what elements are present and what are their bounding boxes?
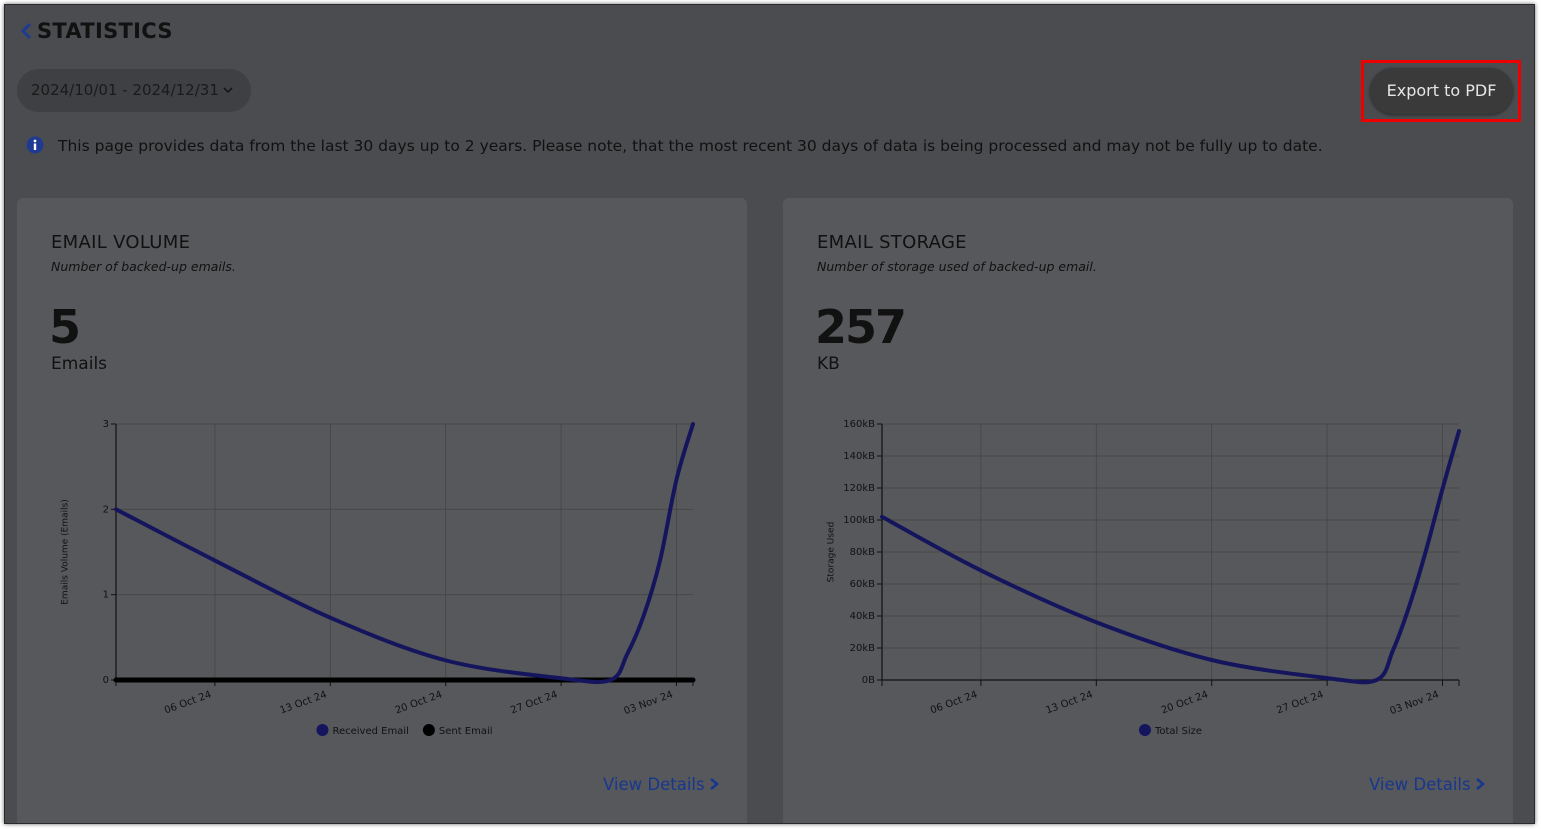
y-tick-label: 0 [103,675,109,686]
y-axis-label: Emails Volume (Emails) [61,499,71,605]
chart-card: EMAIL STORAGE Number of storage used of b… [783,198,1513,823]
legend-swatch [316,724,329,736]
chevron-icon [1475,778,1485,790]
x-tick-label: 06 Oct 24 [163,689,213,716]
view-details-link[interactable]: View Details [1369,775,1486,794]
x-tick-label: 20 Oct 24 [1160,689,1210,716]
x-tick-label: 03 Nov 24 [1389,689,1441,717]
y-tick-label: 0B [862,675,875,686]
card-title: EMAIL VOLUME [51,232,191,253]
back-icon[interactable] [19,22,33,40]
legend: Received Email Sent Email [316,724,493,737]
legend-label: Total Size [1154,726,1202,737]
page-title[interactable]: STATISTICS [19,19,173,43]
y-tick-label: 120kB [843,483,875,494]
highlight-box [1361,60,1521,122]
info-icon [26,136,44,154]
export-button[interactable]: Export to PDF [1370,68,1513,114]
date-range: 2024/10/01 - 2024/12/31 [31,81,219,99]
chart-card: EMAIL VOLUME Number of backed-up emails. 5… [17,198,747,823]
y-tick-label: 1 [103,590,109,601]
x-tick-label: 13 Oct 24 [278,689,328,716]
total-value: 257 [815,300,907,354]
legend-label: Sent Email [439,726,493,737]
legend-item: Total Size [1138,724,1202,737]
title-text: STATISTICS [37,19,173,43]
data-line [114,422,695,685]
y-axis-label: Storage Used [827,522,837,583]
legend: Total Size [1138,724,1202,737]
y-tick-label: 40kB [850,611,876,622]
y-tick-label: 2 [103,504,109,515]
y-tick-label: 20kB [850,643,876,654]
chart: 0B 20kB 40kB 60kB 80kB 100kB 120kB 140kB 160kB 06… [827,419,1461,737]
x-tick-label: 03 Nov 24 [623,689,675,717]
total-value: 5 [49,300,81,354]
y-tick-label: 3 [103,419,109,430]
date-range-dropdown[interactable]: 2024/10/01 - 2024/12/31 [17,69,251,112]
x-tick-label: 27 Oct 24 [1275,689,1325,716]
total-unit: Emails [51,354,108,374]
legend-item: Received Email [316,724,409,737]
x-tick-label: 06 Oct 24 [929,689,979,716]
legend-label: Received Email [332,726,408,737]
y-tick-label: 100kB [843,515,875,526]
data-line [880,429,1461,685]
card-subtitle: Number of backed-up emails. [51,259,236,274]
x-tick-label: 20 Oct 24 [394,689,444,716]
statistics-window: STATISTICS 2024/10/01 - 2024/12/31 Expor… [4,4,1535,824]
y-tick-label: 160kB [843,419,875,430]
card-subtitle: Number of storage used of backed-up emai… [817,259,1097,274]
y-tick-label: 60kB [850,579,876,590]
legend-swatch [422,724,435,736]
x-tick-label: 27 Oct 24 [509,689,559,716]
legend-swatch [1138,724,1151,736]
x-tick-label: 13 Oct 24 [1044,689,1094,716]
view-details-link[interactable]: View Details [603,775,720,794]
dropdown-icon [223,87,233,94]
total-unit: KB [817,354,840,374]
legend-item: Sent Email [422,724,493,737]
chevron-icon [709,778,719,790]
card-title: EMAIL STORAGE [817,232,967,253]
chart: 0 1 2 3 06 Oct 24 13 Oct 24 20 Oct 24 27 Oct 24… [61,419,696,737]
y-tick-label: 80kB [850,547,876,558]
notice-text: This page provides data from the last 30… [58,137,1323,155]
y-tick-label: 140kB [843,451,875,462]
